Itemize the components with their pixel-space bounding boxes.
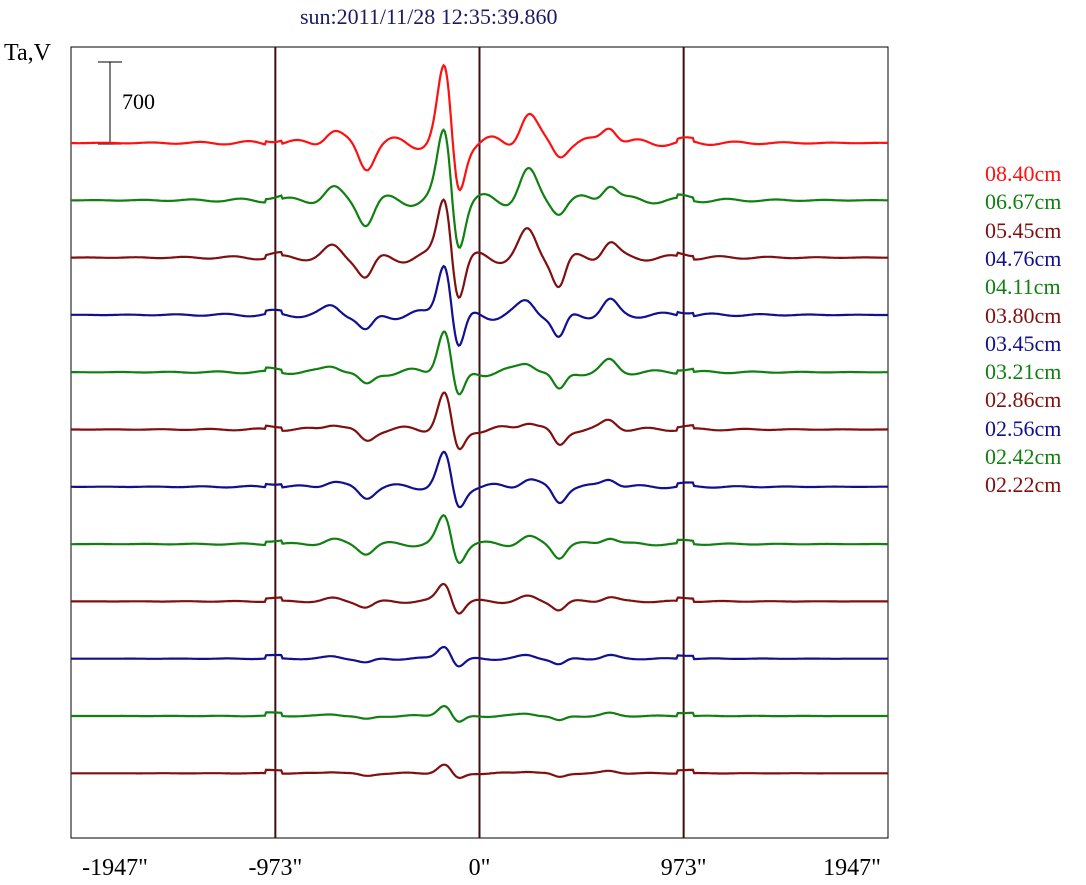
legend-item: 02.86cm: [985, 387, 1062, 413]
x-tick-label: 1947": [823, 855, 881, 881]
trace-05.45cm: [71, 198, 888, 300]
trace-08.40cm: [71, 63, 888, 192]
trace-03.80cm: [71, 391, 888, 451]
legend-item: 04.11cm: [985, 274, 1061, 300]
legend-item: 05.45cm: [985, 217, 1062, 243]
legend-item: 04.76cm: [985, 245, 1062, 271]
legend-item: 03.21cm: [985, 359, 1062, 385]
legend-item: 06.67cm: [985, 189, 1062, 215]
legend-item: 02.56cm: [985, 415, 1062, 441]
legend-item: 03.45cm: [985, 330, 1062, 356]
scale-bar: 700: [98, 61, 155, 145]
trace-02.22cm: [71, 763, 888, 780]
chart-title: sun:2011/11/28 12:35:39.860: [300, 4, 558, 29]
legend-item: 03.80cm: [985, 302, 1062, 328]
vertical-reference-lines: [274, 47, 685, 838]
x-tick-label: -973": [248, 855, 303, 881]
trace-04.11cm: [71, 330, 888, 396]
x-tick-label: -1947": [82, 855, 148, 881]
trace-06.67cm: [71, 128, 888, 249]
trace-02.86cm: [71, 582, 888, 615]
trace-04.76cm: [71, 264, 888, 347]
legend-item: 08.40cm: [985, 161, 1062, 186]
legend-item: 02.42cm: [985, 444, 1062, 469]
trace-series: [71, 63, 888, 780]
x-tick-label: 0": [468, 855, 491, 881]
trace-03.21cm: [71, 514, 888, 565]
trace-03.45cm: [71, 450, 888, 509]
trace-02.56cm: [71, 645, 888, 668]
legend-item: 02.22cm: [985, 472, 1062, 498]
y-axis-label: Ta,V: [4, 40, 51, 66]
scale-bar-label: 700: [122, 89, 155, 114]
x-tick-label: 973": [660, 855, 707, 881]
trace-02.42cm: [71, 705, 888, 723]
